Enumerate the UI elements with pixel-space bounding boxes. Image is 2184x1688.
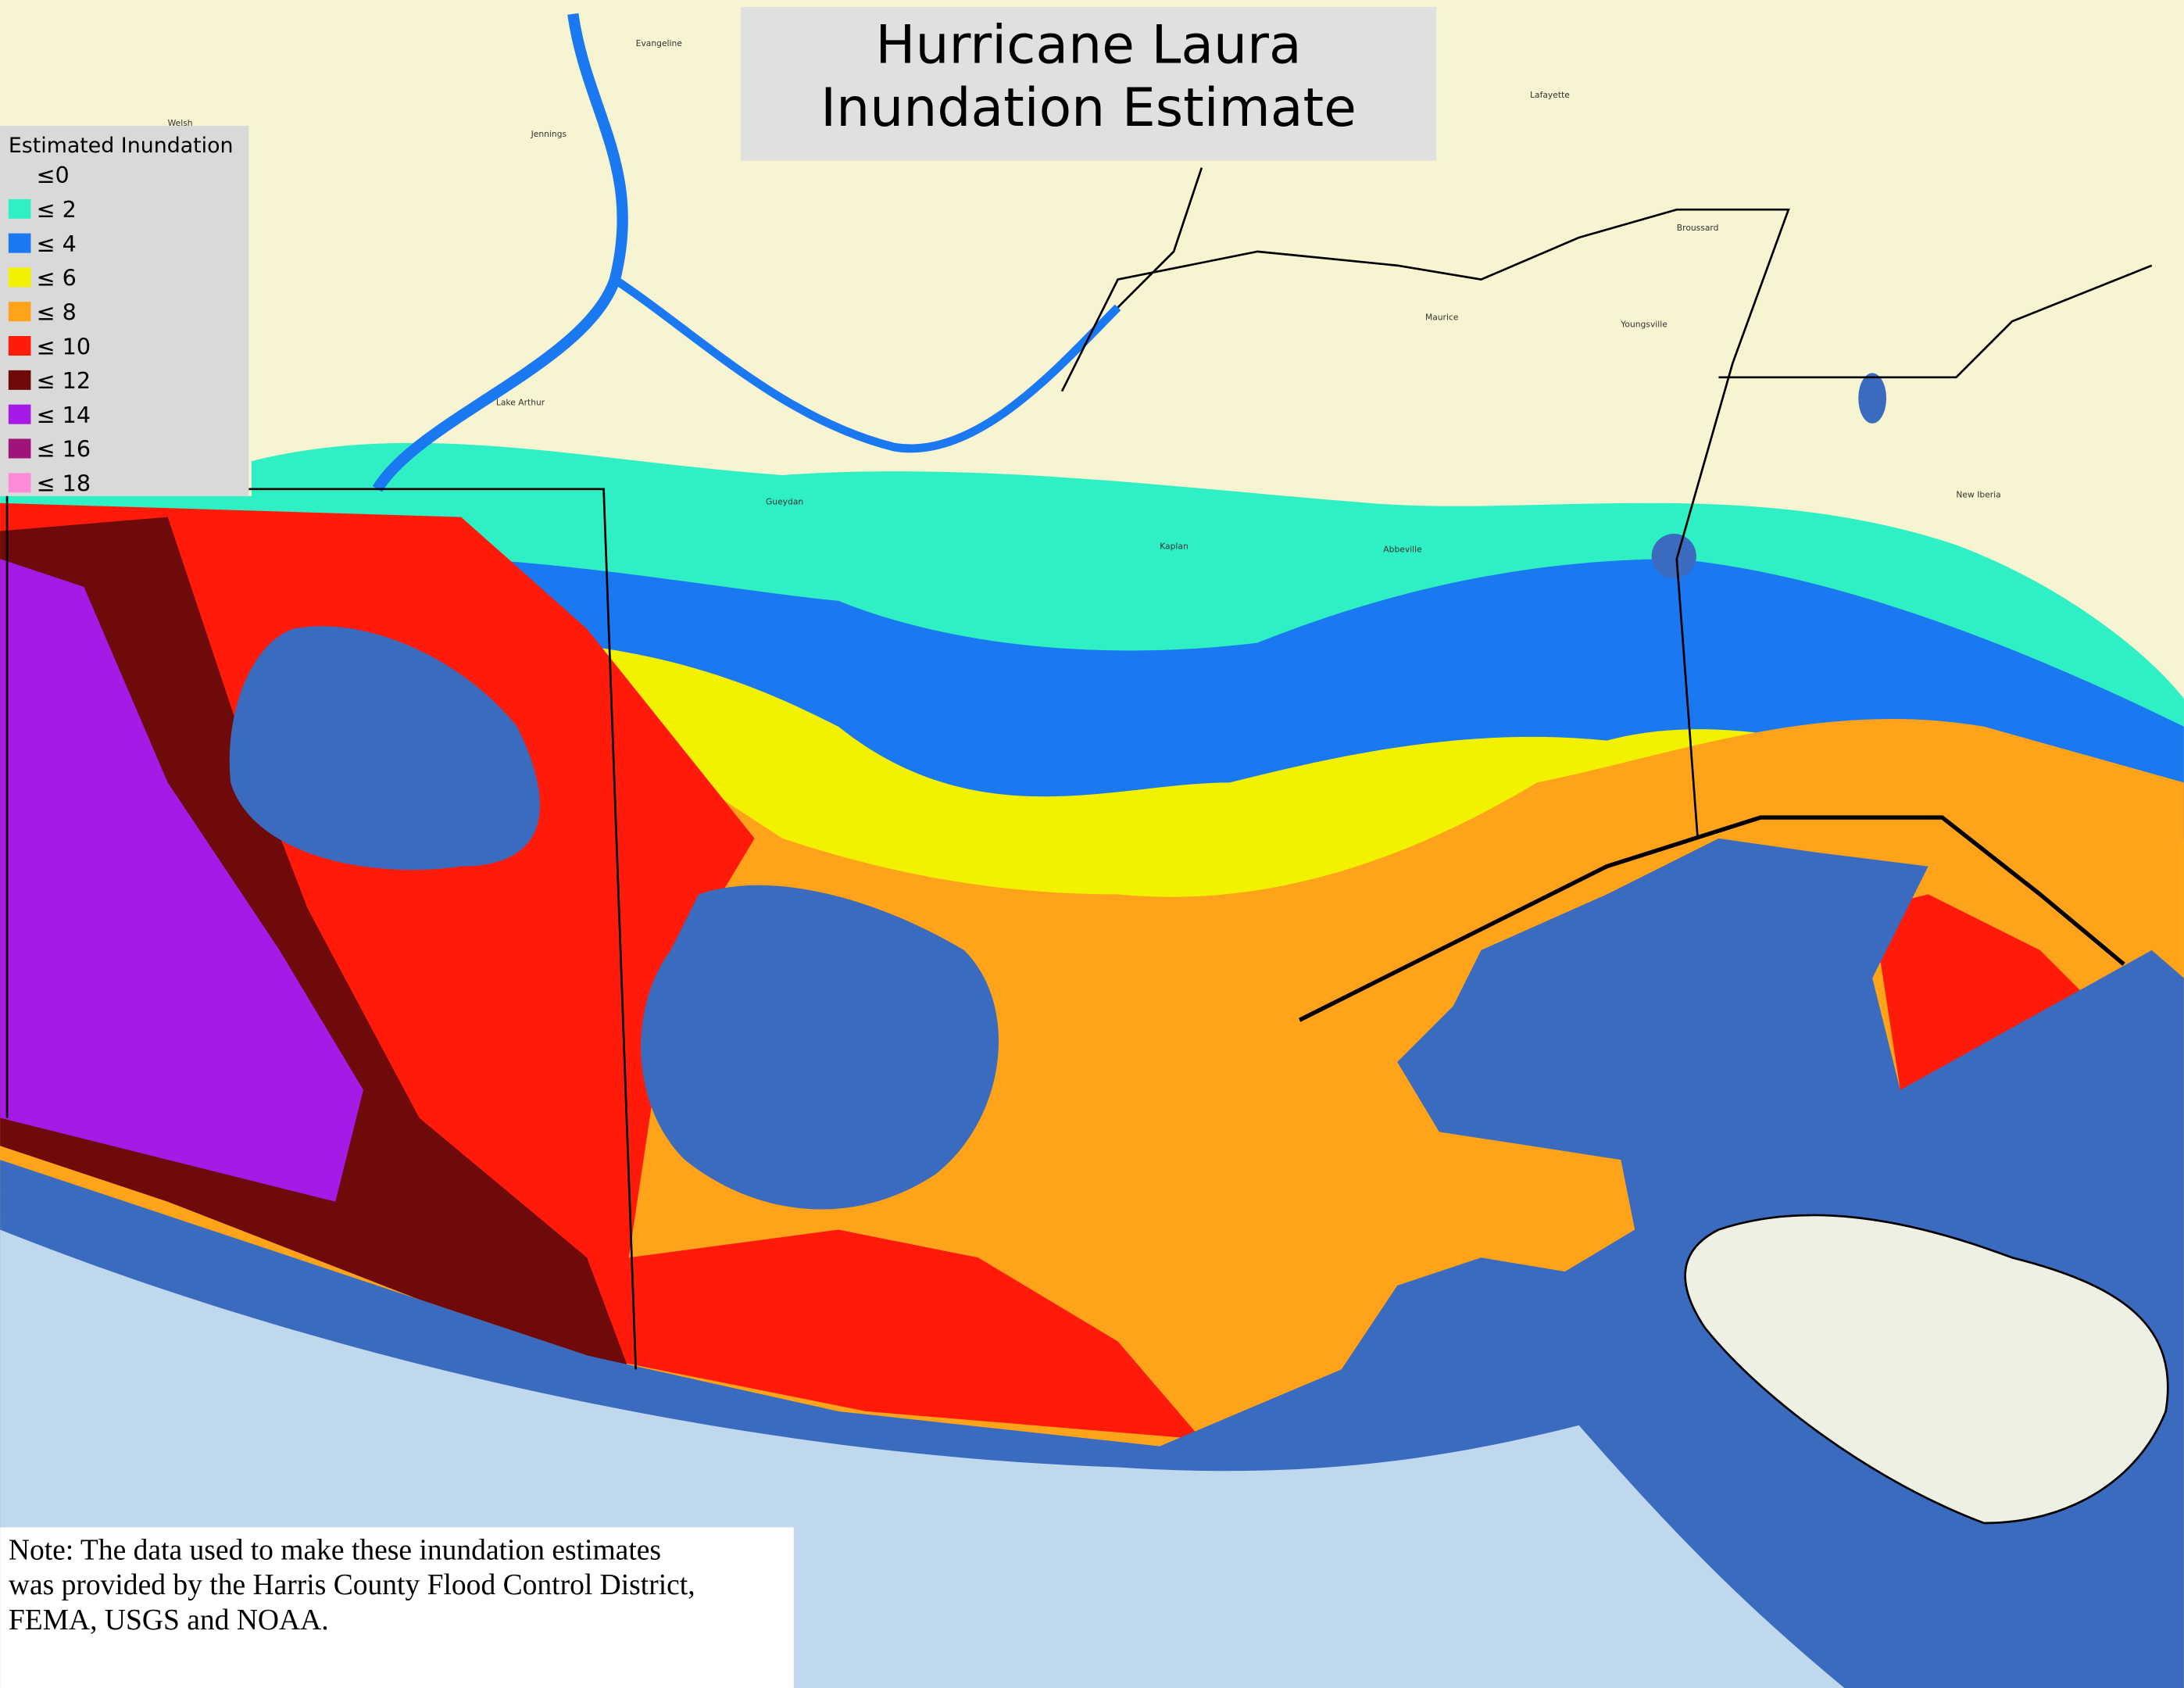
- grand-lake: [641, 885, 999, 1210]
- river: [612, 276, 1121, 453]
- parish-line: [1060, 167, 2153, 839]
- legend-label: ≤0: [37, 162, 70, 188]
- zone-14ft: [0, 559, 364, 1202]
- note-line: Note: The data used to make these inunda…: [9, 1534, 661, 1566]
- legend-label: ≤ 4: [37, 231, 77, 257]
- legend-swatch: [8, 302, 31, 322]
- legend-swatch: [8, 370, 31, 390]
- legend: ≤0 ≤ 2 ≤ 4 ≤ 6 ≤ 8 ≤ 10 ≤ 12 ≤ 14 ≤ 16 ≤ 18: [8, 162, 91, 497]
- legend-label: ≤ 12: [37, 367, 91, 394]
- zone-10ft-east: [1872, 894, 2096, 1090]
- lake: [1651, 534, 1696, 579]
- place-labels: Lafayette New Iberia Abbeville Kaplan Jennin…: [168, 38, 2001, 554]
- title: Inundation Estimate: [820, 77, 1357, 139]
- note-line: was provided by the Harris County Flood …: [9, 1569, 695, 1601]
- lake: [1858, 373, 1887, 424]
- note-box: [0, 1527, 794, 1688]
- legend-label: ≤ 14: [37, 402, 91, 428]
- legend-label: ≤ 6: [37, 265, 77, 291]
- legend-title: Estimated Inundation: [9, 134, 234, 158]
- place-label: Abbeville: [1383, 544, 1422, 554]
- place-label: New Iberia: [1956, 490, 2000, 500]
- place-label: Lafayette: [1530, 90, 1570, 100]
- legend-label: ≤ 2: [37, 196, 77, 223]
- place-label: Gueydan: [766, 496, 803, 506]
- place-label: Evangeline: [636, 38, 683, 48]
- legend-swatch: [8, 336, 31, 356]
- place-label: Lake Arthur: [496, 398, 545, 408]
- calcasieu-lake: [229, 626, 540, 871]
- legend-swatch: [8, 198, 31, 219]
- note-line: FEMA, USGS and NOAA.: [9, 1604, 329, 1636]
- legend-label: ≤ 8: [37, 299, 77, 325]
- legend-swatch: [8, 233, 31, 253]
- legend-label: ≤ 18: [37, 470, 91, 497]
- place-label: Jennings: [531, 129, 567, 139]
- place-label: Broussard: [1677, 223, 1719, 233]
- legend-label: ≤ 16: [37, 436, 91, 463]
- legend-label: ≤ 10: [37, 333, 91, 359]
- legend-swatch: [8, 404, 31, 424]
- legend-swatch: [8, 164, 31, 185]
- highway: [1298, 815, 2125, 1022]
- title: Hurricane Laura: [875, 14, 1301, 76]
- place-label: Welsh: [168, 118, 193, 128]
- legend-box: [0, 125, 249, 496]
- legend-swatch: [8, 473, 31, 493]
- legend-swatch: [8, 438, 31, 459]
- note: Note: The data used to make these inunda…: [9, 1534, 695, 1636]
- title-box: [740, 6, 1437, 161]
- legend-swatch: [8, 267, 31, 288]
- place-label: Kaplan: [1160, 542, 1189, 552]
- place-label: Youngsville: [1620, 319, 1667, 329]
- place-label: Maurice: [1425, 312, 1459, 322]
- marsh-island: [1684, 1214, 2169, 1525]
